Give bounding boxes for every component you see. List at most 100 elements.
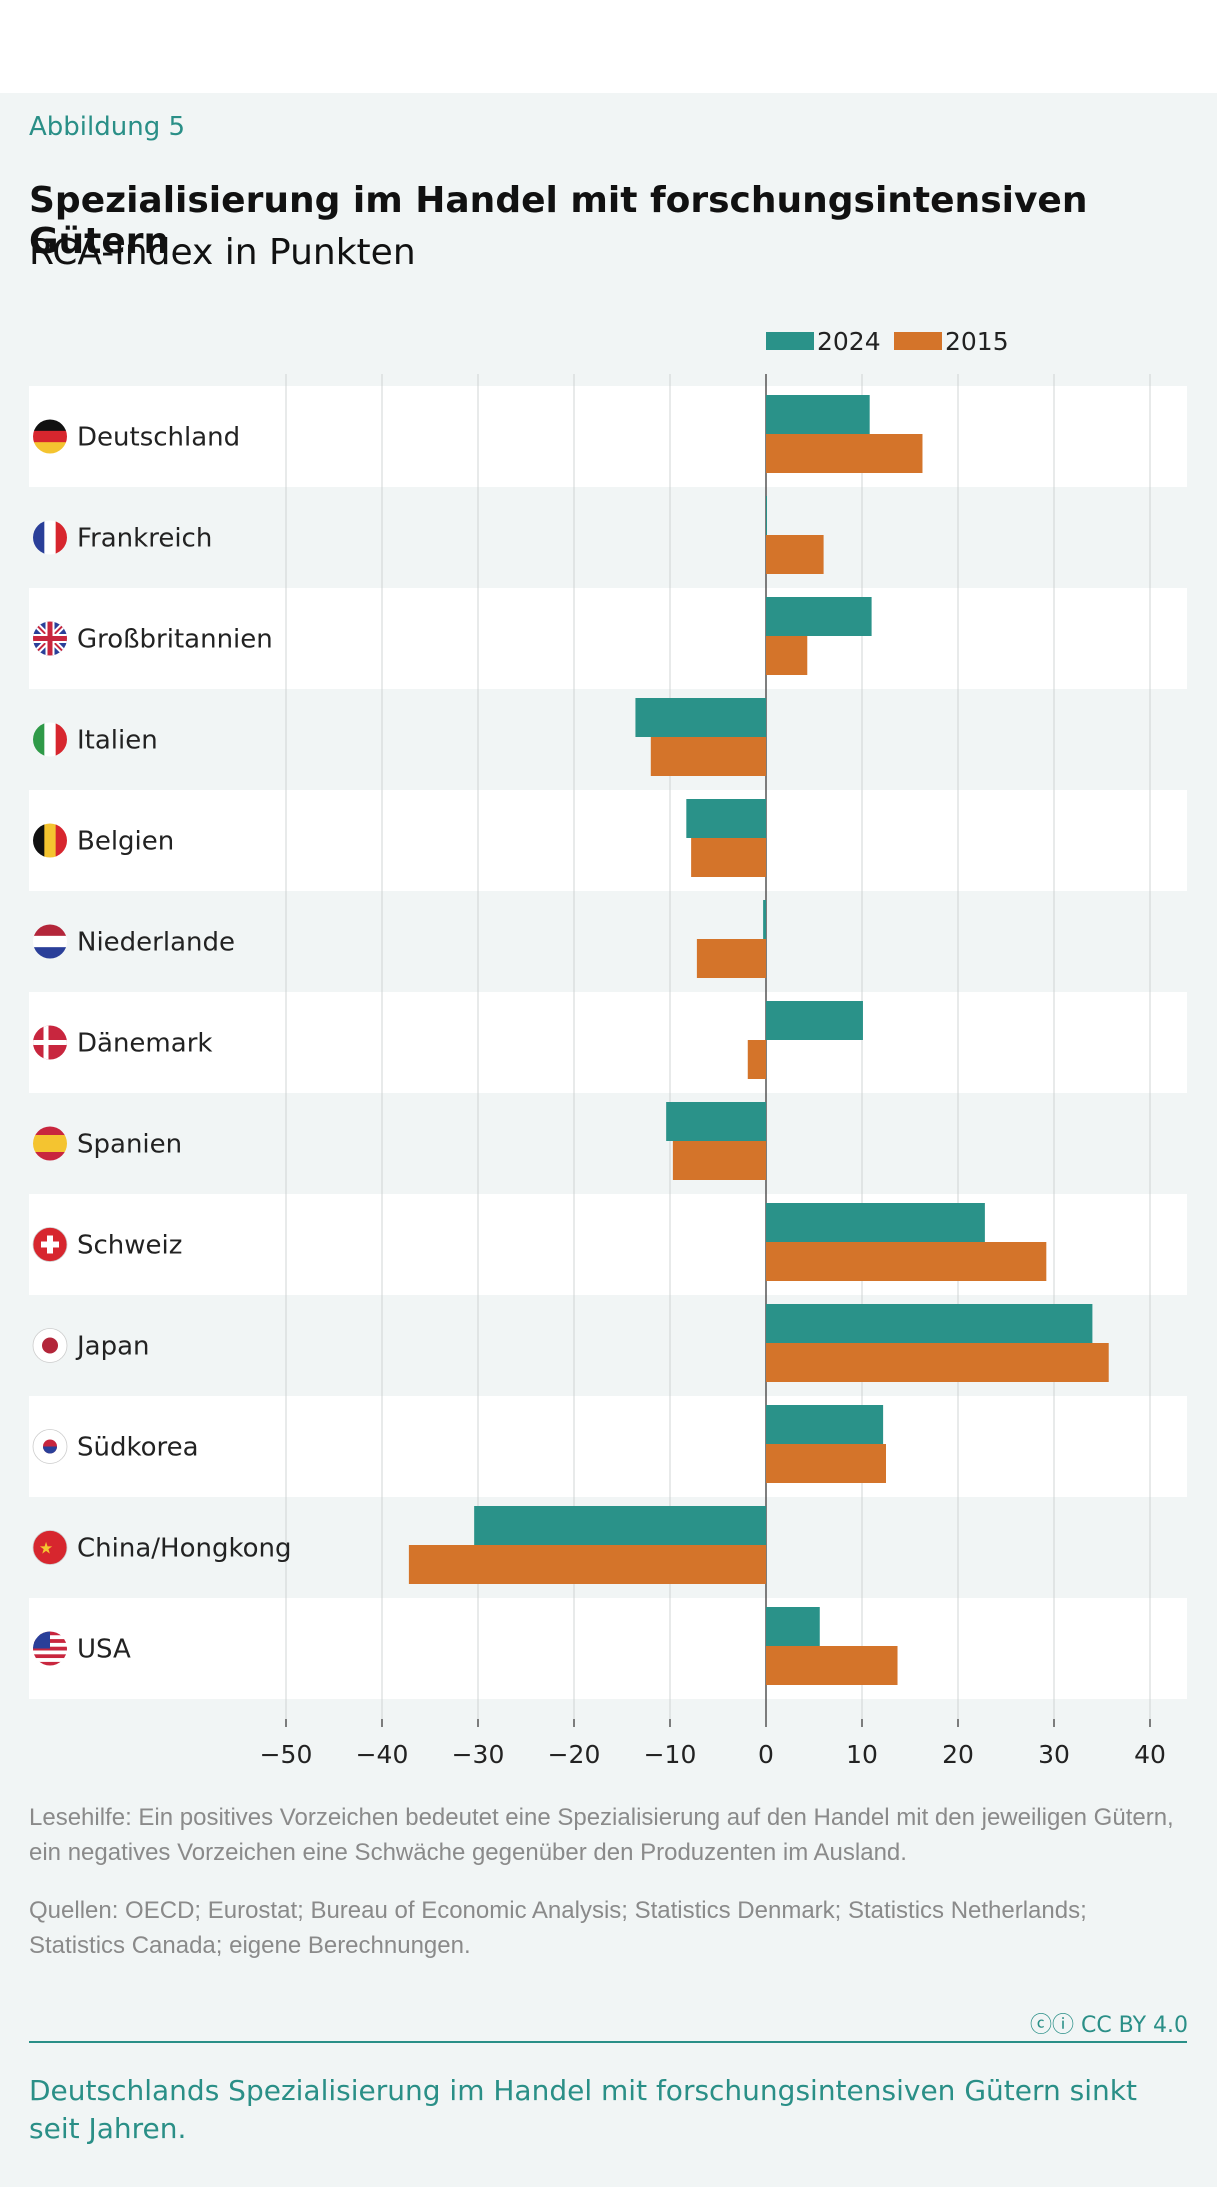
x-tick-label: 0 (758, 1740, 774, 1769)
bar-2015-japan (766, 1343, 1109, 1382)
bar-2024-japan (766, 1304, 1093, 1343)
flag-denmark-icon (33, 1025, 67, 1060)
flag-part (33, 419, 67, 432)
bar-2015-china-hongkong (408, 1545, 766, 1584)
flag-part (47, 621, 53, 656)
bar-2015-niederlande (696, 939, 766, 978)
flag-uk-icon (33, 621, 67, 656)
bar-2015-s-dkorea (766, 1444, 886, 1483)
flag-part (33, 1658, 67, 1662)
x-tick-label: 40 (1134, 1740, 1166, 1769)
flag-part (33, 1646, 67, 1651)
flag-part (33, 1661, 67, 1666)
flag-japan-icon (32, 1328, 68, 1363)
bar-2024-gro-britannien (766, 597, 872, 636)
flag-part (33, 1152, 67, 1161)
flag-fill (33, 520, 67, 555)
flag-fill (33, 419, 67, 454)
bar-2015-spanien (672, 1141, 766, 1180)
flag-fill (33, 1631, 67, 1666)
flag-part (55, 722, 67, 757)
legend-label: 2024 (817, 327, 881, 356)
flag-fill (33, 722, 67, 757)
flag-switzerland-icon (32, 1227, 68, 1262)
category-label: Großbritannien (77, 625, 273, 655)
flag-part (33, 1135, 67, 1144)
license-badge[interactable]: ⓒⓘ CC BY 4.0 (1030, 2007, 1188, 2039)
category-label: Frankreich (77, 524, 212, 554)
flag-fill (33, 924, 67, 959)
bar-2015-usa (766, 1646, 898, 1685)
flag-usa-icon (33, 1631, 67, 1666)
x-tick-label: 30 (1038, 1740, 1070, 1769)
category-label: Südkorea (77, 1433, 199, 1463)
divider (29, 2041, 1187, 2043)
x-tick-label: 10 (846, 1740, 878, 1769)
x-tick-label: −50 (260, 1740, 313, 1769)
row-band (29, 386, 1187, 487)
row-band (29, 1093, 1187, 1194)
category-label: Japan (75, 1332, 150, 1362)
flag-part (33, 1650, 67, 1655)
flag-fill (33, 621, 67, 656)
flag-part: ★ (39, 1539, 53, 1558)
flag-part (33, 520, 45, 555)
category-label: Schweiz (77, 1231, 182, 1261)
flag-part (47, 1235, 53, 1254)
category-label: China/Hongkong (77, 1534, 292, 1564)
flag-south-korea-icon (32, 1429, 68, 1464)
category-label: Dänemark (77, 1029, 212, 1059)
flag-part (44, 520, 57, 555)
flag-fill (33, 1025, 67, 1060)
summary-text: Deutschlands Spezialisierung im Handel m… (29, 2074, 1137, 2145)
flag-part (33, 430, 67, 443)
bar-2015-deutschland (766, 434, 923, 473)
bar-2015-d-nemark (747, 1040, 766, 1079)
bar-2024-niederlande (763, 900, 766, 939)
category-label: USA (77, 1635, 131, 1665)
row-band (29, 1396, 1187, 1497)
flag-part (33, 1040, 67, 1045)
flag-part (55, 823, 67, 858)
flag-part (33, 722, 45, 757)
row-band (29, 588, 1187, 689)
category-label: Italien (77, 726, 158, 756)
flag-part (33, 947, 67, 959)
flag-spain-icon (33, 1126, 67, 1161)
flag-part (55, 520, 67, 555)
flag-part (42, 1337, 58, 1354)
legend-swatch (894, 332, 942, 350)
flag-netherlands-icon (33, 924, 67, 959)
chart-subtitle: RCA-Index in Punkten (29, 232, 416, 273)
license-text: CC BY 4.0 (1080, 2013, 1188, 2038)
row-band (29, 790, 1187, 891)
x-tick-label: −20 (548, 1740, 601, 1769)
flag-part (32, 1530, 68, 1565)
bar-2015-italien (650, 737, 766, 776)
bar-2024-china-hongkong (474, 1506, 766, 1545)
bar-2015-gro-britannien (766, 636, 808, 675)
flag-china-icon: ★ (32, 1530, 68, 1565)
row-band (29, 689, 1187, 790)
category-label: Belgien (77, 827, 174, 857)
sources-note: Quellen: OECD; Eurostat; Bureau of Econo… (29, 1897, 1087, 1959)
category-label: Spanien (77, 1130, 182, 1160)
bar-2024-frankreich (766, 496, 767, 535)
bar-2015-frankreich (766, 535, 824, 574)
flag-part (33, 1126, 67, 1136)
bar-2015-belgien (691, 838, 766, 877)
x-tick-label: −40 (356, 1740, 409, 1769)
flag-fill (33, 823, 67, 858)
bar-2024-s-dkorea (766, 1405, 884, 1444)
row-band (29, 992, 1187, 1093)
flag-part (44, 823, 57, 858)
x-tick-label: 20 (942, 1740, 974, 1769)
category-label: Deutschland (77, 423, 240, 453)
flag-fill (33, 1126, 67, 1161)
bar-2015-schweiz (766, 1242, 1047, 1281)
flag-part (33, 935, 67, 948)
flag-part (44, 722, 57, 757)
flag-france-icon (33, 520, 67, 555)
flag-belgium-icon (33, 823, 67, 858)
x-tick-label: −10 (644, 1740, 697, 1769)
